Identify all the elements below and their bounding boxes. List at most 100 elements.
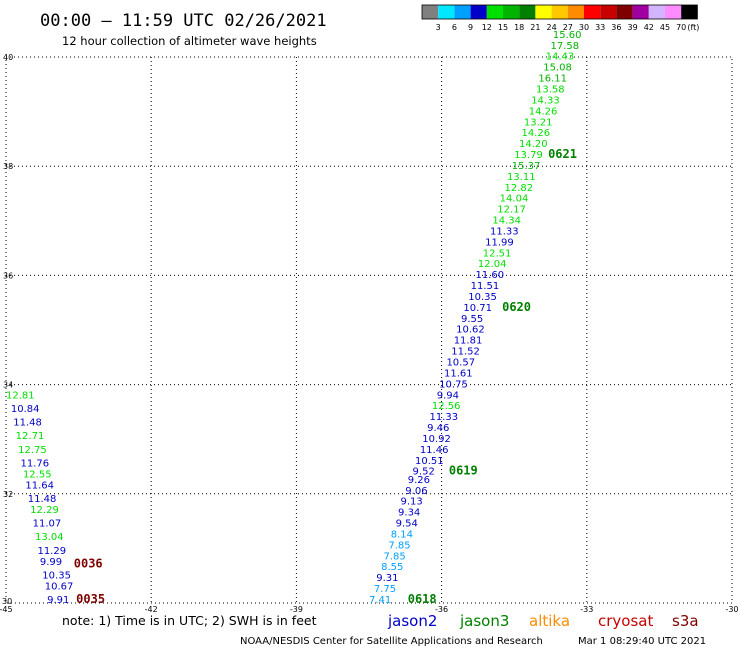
colorbar-label: 6 (452, 23, 457, 32)
swh-value: 11.51 (471, 281, 500, 292)
swh-value: 13.21 (524, 117, 553, 128)
satellite-name: altika (529, 612, 570, 630)
colorbar-label: 39 (628, 23, 638, 32)
colorbar-label: 15 (498, 23, 508, 32)
swh-value: 11.29 (37, 546, 66, 557)
swh-value: 11.07 (33, 519, 62, 530)
swh-value: 11.76 (21, 459, 50, 470)
x-tick-label: -36 (435, 605, 448, 614)
swh-value: 12.17 (497, 205, 526, 216)
colorbar-label: 27 (563, 23, 573, 32)
swh-value: 10.62 (456, 325, 485, 336)
y-tick-label: 36 (3, 271, 13, 280)
swh-value: 10.51 (415, 456, 444, 467)
swh-value: 9.06 (405, 486, 427, 497)
colorbar-legend: 3 6 9 12 15 18 21 24 27 30 33 36 39 42 45 70 (ft) (421, 4, 699, 32)
colorbar-label: 30 (579, 23, 589, 32)
swh-value: 8.55 (381, 562, 403, 573)
colorbar-label: 3 (436, 23, 441, 32)
swh-value: 9.94 (437, 390, 459, 401)
swh-value: 9.52 (413, 467, 435, 478)
colorbar-swatch (681, 5, 698, 19)
colorbar-swatch (584, 5, 601, 19)
swh-value: 13.11 (507, 172, 536, 183)
colorbar-swatch (600, 5, 617, 19)
colorbar-swatch (503, 5, 520, 19)
swh-value: 12.51 (483, 248, 512, 259)
swh-value: 15.37 (512, 161, 541, 172)
swh-value: 14.26 (529, 106, 558, 117)
colorbar-swatch (422, 5, 439, 19)
swh-value: 11.33 (430, 412, 459, 423)
swh-value: 10.71 (463, 303, 492, 314)
satellite-legend: jason2 jason3 altika cryosat s3a (387, 612, 699, 630)
colorbar-swatch (438, 5, 455, 19)
colorbar-label: (ft) (687, 23, 699, 32)
swh-value: 11.60 (475, 270, 504, 281)
swh-value: 7.41 (369, 595, 391, 606)
footnote: note: 1) Time is in UTC; 2) SWH is in fe… (62, 613, 317, 628)
swh-value: 13.04 (35, 532, 64, 543)
swh-value: 11.99 (485, 237, 514, 248)
y-tick-label: 38 (3, 162, 13, 171)
swh-value: 12.82 (505, 183, 534, 194)
swh-value: 9.91 (47, 595, 69, 606)
colorbar-swatch (567, 5, 584, 19)
swh-value: 8.14 (391, 529, 413, 540)
swh-value: 10.57 (446, 357, 475, 368)
swh-value: 9.99 (40, 557, 62, 568)
swh-value: 15.60 (553, 30, 582, 41)
swh-value: 10.35 (468, 292, 497, 303)
swh-value: 9.34 (398, 508, 420, 519)
time-label: 0620 (502, 300, 531, 314)
colorbar-swatch (535, 5, 552, 19)
plot-frame (5, 56, 733, 604)
swh-value: 9.46 (427, 423, 449, 434)
x-tick-label: -33 (580, 605, 593, 614)
colorbar-swatch (551, 5, 568, 19)
x-tick-label: -30 (725, 605, 738, 614)
swh-value: 17.58 (551, 41, 580, 52)
swh-value: 13.79 (514, 150, 543, 161)
swh-value: 12.75 (18, 445, 47, 456)
swh-value: 11.48 (13, 418, 42, 429)
swh-value: 14.34 (492, 216, 521, 227)
time-label: 0619 (449, 464, 478, 478)
colorbar-frame (421, 4, 698, 20)
time-label: 0621 (548, 147, 577, 161)
x-tick-label: -39 (290, 605, 303, 614)
colorbar-label: 24 (547, 23, 557, 32)
swh-value: 7.85 (388, 540, 410, 551)
swh-value: 12.81 (6, 390, 35, 401)
colorbar-swatch (519, 5, 536, 19)
swh-value: 11.61 (444, 368, 473, 379)
swh-value: 11.81 (454, 336, 483, 347)
y-tick-label: 40 (3, 53, 13, 62)
colorbar-swatch (665, 5, 682, 19)
swh-value: 11.33 (490, 226, 519, 237)
satellite-name: jason3 (459, 612, 509, 630)
colorbar-label: 45 (660, 23, 670, 32)
swh-value: 11.52 (451, 347, 480, 358)
swh-value: 13.58 (536, 84, 565, 95)
swh-value: 10.84 (11, 404, 40, 415)
swh-value: 12.29 (30, 505, 59, 516)
swh-value: 9.26 (408, 475, 430, 486)
time-label: 0035 (76, 592, 105, 606)
swh-value: 9.13 (400, 497, 422, 508)
colorbar-label: 70 (676, 23, 686, 32)
swh-value: 12.55 (23, 469, 52, 480)
swh-value: 10.67 (45, 581, 74, 592)
swh-value: 16.11 (538, 74, 567, 85)
colorbar-label: 9 (468, 23, 473, 32)
colorbar-swatch (616, 5, 633, 19)
time-label: 0618 (408, 592, 437, 606)
colorbar-swatch (454, 5, 471, 19)
colorbar-label: 33 (595, 23, 605, 32)
swh-value: 10.92 (422, 434, 451, 445)
y-tick-label: 30 (2, 597, 12, 606)
colorbar-label: 36 (611, 23, 621, 32)
x-tick-label: -45 (0, 605, 13, 614)
